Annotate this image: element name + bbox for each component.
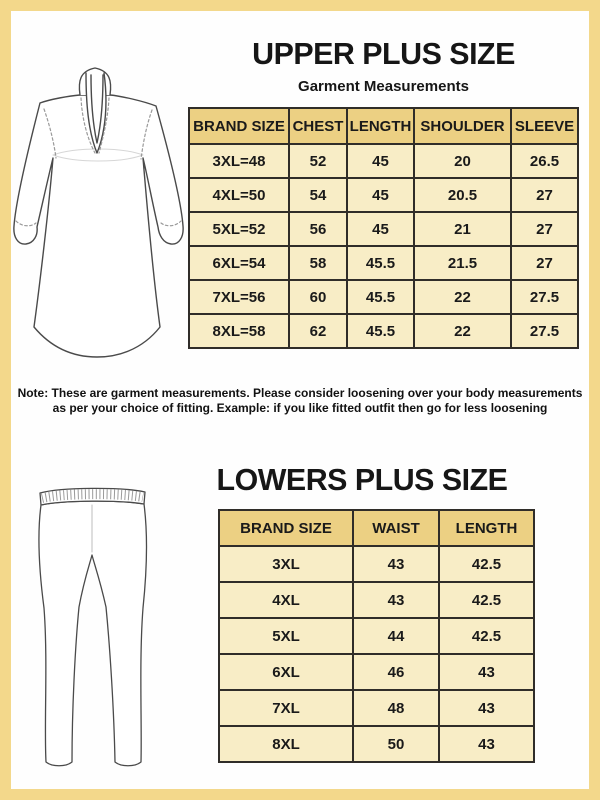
leggings-waistband bbox=[39, 487, 146, 506]
data-cell: 7XL=56 bbox=[188, 279, 290, 315]
data-cell: 50 bbox=[352, 725, 440, 763]
header-row: BRAND SIZE WAIST LENGTH bbox=[218, 509, 535, 547]
data-cell: 22 bbox=[413, 279, 512, 315]
data-cell: 26.5 bbox=[510, 143, 579, 179]
header-cell: SLEEVE bbox=[510, 107, 579, 145]
kurta-chest-seam bbox=[52, 148, 144, 162]
data-cell: 45.5 bbox=[346, 279, 415, 315]
data-cell: 42.5 bbox=[438, 581, 535, 619]
data-cell: 52 bbox=[288, 143, 348, 179]
header-cell: WAIST bbox=[352, 509, 440, 547]
data-cell: 8XL bbox=[218, 725, 354, 763]
data-cell: 27.5 bbox=[510, 313, 579, 349]
table-row: 7XL=56 60 45.5 22 27.5 bbox=[188, 279, 579, 315]
header-cell: LENGTH bbox=[438, 509, 535, 547]
data-cell: 21.5 bbox=[413, 245, 512, 281]
data-cell: 4XL bbox=[218, 581, 354, 619]
data-cell: 44 bbox=[352, 617, 440, 655]
data-cell: 20 bbox=[413, 143, 512, 179]
note-line-2: as per your choice of fitting. Example: … bbox=[52, 401, 548, 415]
table-row: 3XL=48 52 45 20 26.5 bbox=[188, 143, 579, 179]
data-cell: 56 bbox=[288, 211, 348, 247]
header-cell: CHEST bbox=[288, 107, 348, 145]
data-cell: 3XL=48 bbox=[188, 143, 290, 179]
data-cell: 46 bbox=[352, 653, 440, 691]
data-cell: 42.5 bbox=[438, 545, 535, 583]
table-row: 7XL 48 43 bbox=[218, 689, 535, 727]
table-row: 4XL 43 42.5 bbox=[218, 581, 535, 619]
table-row: 3XL 43 42.5 bbox=[218, 545, 535, 583]
data-cell: 27.5 bbox=[510, 279, 579, 315]
kurta-placket-inner bbox=[90, 74, 104, 144]
leggings-body bbox=[38, 500, 148, 767]
data-cell: 43 bbox=[438, 653, 535, 691]
kurta-stitch-seams bbox=[15, 97, 182, 227]
header-cell: BRAND SIZE bbox=[188, 107, 290, 145]
data-cell: 45 bbox=[346, 211, 415, 247]
data-cell: 6XL bbox=[218, 653, 354, 691]
data-cell: 43 bbox=[438, 689, 535, 727]
data-cell: 27 bbox=[510, 245, 579, 281]
data-cell: 6XL=54 bbox=[188, 245, 290, 281]
kurta-collar bbox=[78, 67, 112, 96]
measurement-note: Note: These are garment measurements. Pl… bbox=[11, 386, 589, 416]
data-cell: 43 bbox=[352, 581, 440, 619]
data-cell: 42.5 bbox=[438, 617, 535, 655]
data-cell: 5XL bbox=[218, 617, 354, 655]
data-cell: 58 bbox=[288, 245, 348, 281]
data-cell: 43 bbox=[352, 545, 440, 583]
kurta-body bbox=[13, 94, 184, 358]
upper-section-title: UPPER PLUS SIZE bbox=[252, 36, 515, 71]
lower-section-title: LOWERS PLUS SIZE bbox=[216, 462, 508, 497]
header-cell: LENGTH bbox=[346, 107, 415, 145]
data-cell: 60 bbox=[288, 279, 348, 315]
table-row: 5XL=52 56 45 21 27 bbox=[188, 211, 579, 247]
data-cell: 45 bbox=[346, 143, 415, 179]
data-cell: 20.5 bbox=[413, 177, 512, 213]
leggings-waistband-ribbing bbox=[40, 489, 144, 503]
data-cell: 27 bbox=[510, 177, 579, 213]
data-cell: 45 bbox=[346, 177, 415, 213]
upper-size-table: BRAND SIZE CHEST LENGTH SHOULDER SLEEVE 3XL=4… bbox=[188, 107, 579, 349]
table-row: 6XL 46 43 bbox=[218, 653, 535, 691]
data-cell: 48 bbox=[352, 689, 440, 727]
data-cell: 45.5 bbox=[346, 245, 415, 281]
table-row: 4XL=50 54 45 20.5 27 bbox=[188, 177, 579, 213]
data-cell: 54 bbox=[288, 177, 348, 213]
kurta-placket-outer bbox=[85, 72, 107, 154]
data-cell: 22 bbox=[413, 313, 512, 349]
header-cell: BRAND SIZE bbox=[218, 509, 354, 547]
header-row: BRAND SIZE CHEST LENGTH SHOULDER SLEEVE bbox=[188, 107, 579, 145]
table-row: 5XL 44 42.5 bbox=[218, 617, 535, 655]
data-cell: 7XL bbox=[218, 689, 354, 727]
upper-section-subtitle: Garment Measurements bbox=[298, 78, 469, 95]
data-cell: 43 bbox=[438, 725, 535, 763]
data-cell: 4XL=50 bbox=[188, 177, 290, 213]
header-cell: SHOULDER bbox=[413, 107, 512, 145]
data-cell: 5XL=52 bbox=[188, 211, 290, 247]
data-cell: 21 bbox=[413, 211, 512, 247]
leggings-illustration bbox=[38, 487, 148, 767]
data-cell: 45.5 bbox=[346, 313, 415, 349]
kurta-illustration bbox=[13, 67, 184, 358]
table-row: 8XL 50 43 bbox=[218, 725, 535, 763]
data-cell: 3XL bbox=[218, 545, 354, 583]
table-row: 8XL=58 62 45.5 22 27.5 bbox=[188, 313, 579, 349]
table-row: 6XL=54 58 45.5 21.5 27 bbox=[188, 245, 579, 281]
data-cell: 62 bbox=[288, 313, 348, 349]
lower-size-table: BRAND SIZE WAIST LENGTH 3XL 43 42.5 4XL 43 42.5 5… bbox=[218, 509, 535, 763]
data-cell: 8XL=58 bbox=[188, 313, 290, 349]
data-cell: 27 bbox=[510, 211, 579, 247]
note-line-1: Note: These are garment measurements. Pl… bbox=[17, 386, 583, 400]
